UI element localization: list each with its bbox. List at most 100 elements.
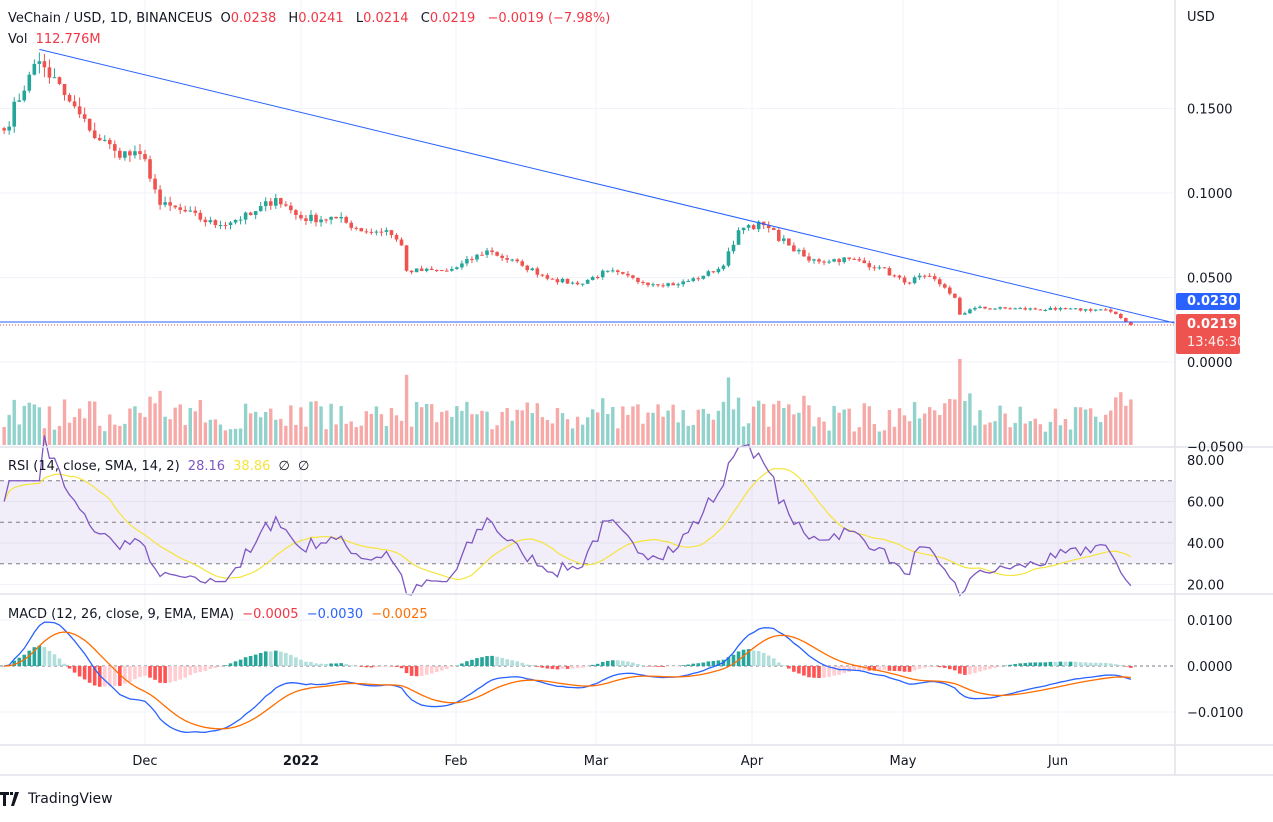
tradingview-logo[interactable]: TradingView [0, 791, 113, 807]
macd-histogram-bar [666, 666, 670, 667]
candle-body [872, 267, 877, 269]
volume-bar [726, 377, 731, 445]
macd-histogram-bar [52, 654, 57, 666]
macd-histogram-bar [349, 665, 354, 666]
macd-histogram-bar [983, 666, 987, 671]
macd-signal-value: −0.0025 [371, 607, 428, 622]
macd-histogram-bar [445, 666, 449, 670]
macd-histogram-bar [1028, 662, 1033, 666]
volume-bar [495, 425, 499, 445]
macd-histogram-bar [837, 666, 841, 675]
volume-bar [867, 406, 872, 445]
candle-body [942, 284, 947, 288]
volume-bar [606, 414, 610, 445]
macd-histogram-bar [495, 656, 499, 666]
macd-histogram-bar [208, 666, 213, 670]
macd-histogram-bar [756, 650, 761, 666]
candle-body [817, 259, 821, 262]
volume-bar [193, 411, 197, 445]
candle-body [701, 275, 706, 279]
volume-bar [540, 417, 545, 445]
macd-histogram-bar [47, 650, 52, 666]
macd-histogram-bar [882, 666, 887, 671]
candle-body [465, 259, 469, 264]
macd-histogram-bar [963, 666, 967, 675]
volume-bar [354, 427, 358, 445]
macd-histogram-bar [731, 654, 736, 666]
candle-body [892, 275, 897, 277]
candle-body [82, 114, 87, 119]
low-value: 0.0214 [363, 11, 409, 26]
volume-bar [555, 407, 560, 445]
volume-bar [882, 430, 887, 445]
volume-bar [822, 421, 826, 445]
rsi-legend[interactable]: RSI (14, close, SMA, 14, 2) 28.16 38.86 … [8, 459, 313, 474]
candle-body [948, 287, 952, 294]
candle-body [626, 273, 630, 276]
macd-histogram-bar [344, 663, 348, 666]
volume-bar [1028, 421, 1032, 445]
volume-bar [118, 425, 122, 445]
volume-bar [817, 417, 821, 445]
macd-histogram-bar [470, 659, 474, 666]
rsi-axis-tick: 60.00 [1187, 496, 1224, 511]
price-axis-tick: 0.1000 [1187, 187, 1233, 202]
volume-bar [847, 408, 851, 445]
macd-histogram-bar [198, 666, 203, 672]
candle-body [616, 270, 620, 273]
volume-bar [248, 413, 253, 445]
macd-axis-tick: −0.0100 [1187, 706, 1243, 721]
volume-bar [1119, 392, 1123, 445]
macd-histogram-bar [701, 662, 706, 666]
macd-histogram-bar [1058, 661, 1063, 666]
candle-body [746, 225, 751, 228]
volume-bar [907, 421, 912, 445]
volume-bar [1109, 410, 1113, 445]
candle-body [178, 207, 183, 210]
macd-label: MACD (12, 26, close, 9, EMA, EMA) [8, 607, 235, 622]
candle-body [1073, 308, 1078, 310]
macd-histogram-bar [485, 656, 489, 666]
volume-bar [67, 422, 72, 445]
macd-histogram-bar [510, 660, 514, 666]
candle-body [958, 297, 962, 315]
volume-bar [470, 414, 474, 445]
macd-histogram-bar [329, 663, 333, 666]
candle-body [273, 198, 278, 206]
volume-bar [611, 406, 615, 445]
volume-bar [1088, 408, 1093, 445]
volume-bar [203, 422, 208, 445]
macd-histogram-bar [148, 666, 152, 678]
volume-bar [183, 425, 187, 445]
macd-histogram-bar [72, 666, 77, 673]
volume-bar [1053, 408, 1058, 445]
macd-histogram-bar [500, 657, 504, 666]
volume-bar [973, 425, 977, 445]
macd-histogram-bar [163, 666, 167, 684]
candle-body [862, 260, 867, 264]
volume-bar [98, 425, 102, 445]
volume-bar [460, 410, 464, 445]
macd-histogram-bar [409, 666, 414, 676]
volume-bar [168, 419, 172, 445]
candle-body [102, 139, 107, 141]
candle-body [12, 101, 17, 127]
macd-legend[interactable]: MACD (12, 26, close, 9, EMA, EMA) −0.000… [8, 607, 432, 622]
volume-bar [289, 405, 293, 445]
candle-body [555, 279, 560, 283]
macd-histogram-bar [872, 666, 877, 671]
macd-histogram-bar [1098, 662, 1103, 666]
macd-histogram-bar [907, 666, 912, 672]
volume-bar [258, 417, 263, 445]
candle-body [540, 274, 545, 276]
candle-body [1103, 309, 1108, 311]
macd-histogram-bar [188, 666, 193, 676]
macd-histogram-bar [530, 665, 535, 666]
volume-bar [82, 418, 87, 445]
macd-histogram-bar [575, 666, 580, 669]
macd-histogram-bar [314, 663, 318, 666]
candle-body [1008, 308, 1012, 310]
candle-body [736, 230, 741, 245]
candle-body [113, 144, 117, 151]
